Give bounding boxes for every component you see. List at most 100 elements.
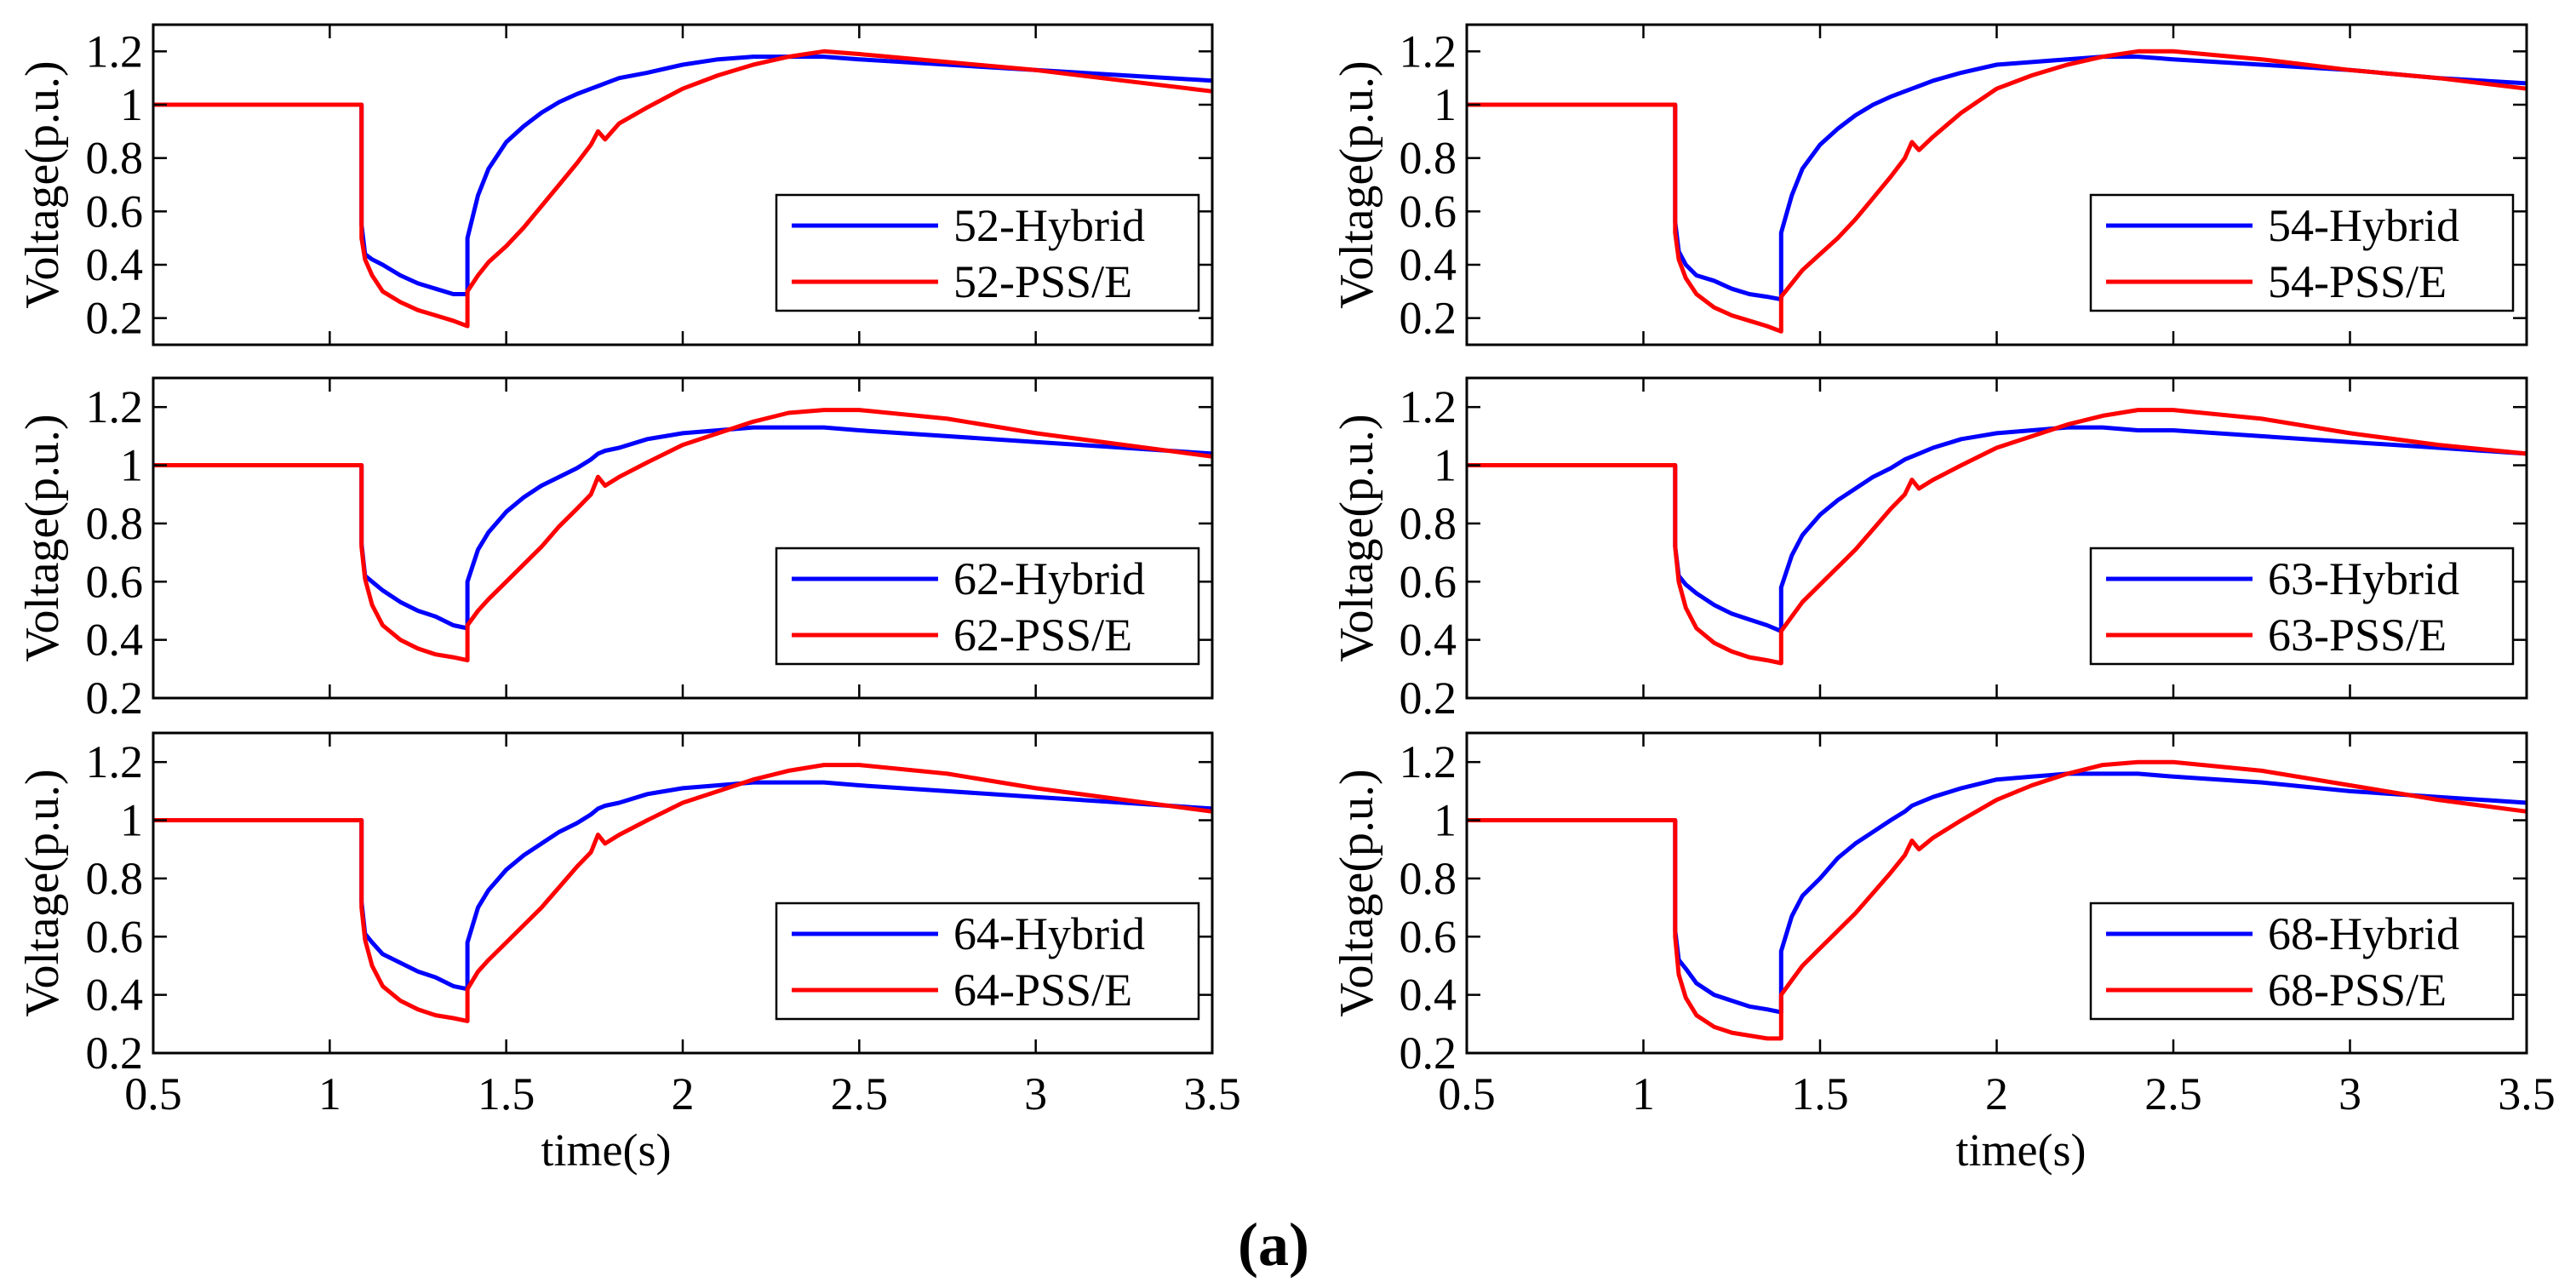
y-tick-label: 0.4 — [86, 970, 144, 1021]
y-tick-label: 1 — [1434, 440, 1457, 491]
62-hybrid-line — [153, 425, 1213, 631]
x-tick-label: 1.5 — [1791, 1068, 1849, 1119]
y-tick-label: 1 — [120, 795, 143, 846]
63-pss-e-line — [1467, 408, 2527, 666]
y-axis-label: Voltage(p.u.) — [16, 60, 69, 308]
y-tick-label: 1 — [1434, 79, 1457, 130]
52-hybrid-line — [153, 54, 1213, 296]
legend-label: 64-PSS/E — [953, 965, 1132, 1016]
y-tick-label: 0.8 — [1400, 133, 1457, 184]
y-tick-label: 1.2 — [1400, 736, 1457, 787]
y-tick-label: 0.6 — [86, 911, 144, 962]
y-tick-label: 1.2 — [1400, 381, 1457, 432]
chart-panel-1: 0.20.40.60.811.2 Voltage(p.u.) 52-Hybrid52… — [16, 23, 1214, 346]
legend-box — [2089, 193, 2515, 312]
y-tick-label: 0.8 — [86, 498, 144, 549]
y-tick-label: 0.8 — [86, 133, 144, 184]
legend-box — [2089, 547, 2515, 666]
legend-label: 52-Hybrid — [953, 200, 1145, 251]
legend-label: 62-PSS/E — [953, 610, 1132, 661]
y-tick-label: 1 — [120, 440, 143, 491]
x-tick-label: 3 — [2338, 1068, 2361, 1119]
y-tick-label: 0.4 — [86, 239, 144, 290]
legend: 63-Hybrid 63-PSS/E — [2089, 547, 2515, 666]
y-tick-label: 0.6 — [1400, 186, 1457, 237]
y-tick-label: 0.6 — [1400, 556, 1457, 607]
y-tick-label: 0.6 — [86, 556, 144, 607]
legend: 62-Hybrid 62-PSS/E — [775, 547, 1200, 666]
54-hybrid-line — [1467, 54, 2527, 302]
x-tick-label: 0.5 — [1438, 1068, 1496, 1119]
54-pss-e-line — [1467, 49, 2527, 334]
legend-label: 68-Hybrid — [2268, 908, 2459, 959]
legend-label: 64-Hybrid — [953, 908, 1145, 959]
y-tick-label: 1.2 — [86, 736, 144, 787]
y-tick-label: 0.8 — [86, 853, 144, 904]
chart-panel-6: 0.5 1 1.5 2 2.5 3 3.5 0.2 0.4 0.6 0.8 1 1.2 Voltage(p… — [1331, 731, 2556, 1176]
y-tick-label: 0.6 — [1400, 911, 1457, 962]
y-tick-label: 0.2 — [86, 1028, 144, 1079]
y-tick-label: 0.2 — [1400, 293, 1457, 344]
legend: 68-Hybrid 68-PSS/E — [2089, 902, 2515, 1021]
figure-caption: (a) — [1238, 1211, 1309, 1279]
x-tick-label: 2.5 — [2144, 1068, 2202, 1119]
x-tick-label: 2.5 — [831, 1068, 889, 1119]
y-axis-label: Voltage(p.u.) — [16, 769, 69, 1016]
x-tick-label: 0.5 — [124, 1068, 182, 1119]
y-axis-label: Voltage(p.u.) — [1331, 60, 1383, 308]
legend-label: 63-Hybrid — [2268, 553, 2459, 604]
y-axis-label: Voltage(p.u.) — [1331, 414, 1383, 661]
y-tick-label: 1.2 — [86, 381, 144, 432]
legend-label: 54-PSS/E — [2268, 256, 2447, 307]
y-tick-label: 0.8 — [1400, 853, 1457, 904]
chart-panel-2: 0.20.40.60.811.2 Voltage(p.u.) 54-Hybrid54… — [1331, 23, 2528, 346]
legend-label: 62-Hybrid — [953, 553, 1145, 604]
63-hybrid-line — [1467, 425, 2527, 633]
y-tick-label: 0.8 — [1400, 498, 1457, 549]
legend-label: 68-PSS/E — [2268, 965, 2447, 1016]
x-tick-label: 1 — [318, 1068, 341, 1119]
x-tick-label: 1 — [1632, 1068, 1655, 1119]
y-tick-label: 1 — [1434, 795, 1457, 846]
x-tick-label: 3.5 — [1183, 1068, 1241, 1119]
y-tick-label: 1.2 — [86, 26, 144, 77]
64-pss-e-line — [153, 763, 1213, 1023]
legend-box — [775, 547, 1200, 666]
legend-box — [775, 193, 1200, 312]
68-pss-e-line — [1467, 759, 2527, 1041]
62-pss-e-line — [153, 408, 1213, 663]
y-tick-label: 0.6 — [86, 186, 144, 237]
y-tick-label: 0.2 — [1400, 1028, 1457, 1079]
y-tick-label: 0.4 — [1400, 615, 1457, 666]
x-tick-label: 2 — [1985, 1068, 2008, 1119]
y-tick-label: 0.4 — [86, 615, 144, 666]
y-tick-label: 1 — [120, 79, 143, 130]
y-tick-label: 0.4 — [1400, 970, 1457, 1021]
legend-label: 54-Hybrid — [2268, 200, 2459, 251]
x-axis-label: time(s) — [1956, 1125, 2087, 1176]
52-pss-e-line — [153, 49, 1213, 329]
x-tick-label: 2 — [672, 1068, 695, 1119]
y-tick-label: 1.2 — [1400, 26, 1457, 77]
68-hybrid-line — [1467, 771, 2527, 1015]
legend: 64-Hybrid 64-PSS/E — [775, 902, 1200, 1021]
legend-label: 52-PSS/E — [953, 256, 1132, 307]
y-axis-label: Voltage(p.u.) — [1331, 769, 1383, 1016]
legend-label: 63-PSS/E — [2268, 610, 2447, 661]
y-tick-label: 0.2 — [86, 673, 144, 724]
y-tick-label: 0.2 — [1400, 673, 1457, 724]
legend-box — [2089, 902, 2515, 1021]
legend-box — [775, 902, 1200, 1021]
x-tick-label: 3 — [1024, 1068, 1047, 1119]
y-tick-label: 0.2 — [86, 293, 144, 344]
x-tick-label: 3.5 — [2498, 1068, 2556, 1119]
64-hybrid-line — [153, 780, 1213, 992]
chart-panel-5: 0.5 1 1.5 2 2.5 3 3.5 0.2 0.4 0.6 0.8 1 1.2 Voltage(p… — [16, 731, 1241, 1176]
y-tick-label: 0.4 — [1400, 239, 1457, 290]
y-axis-label: Voltage(p.u.) — [16, 414, 69, 661]
